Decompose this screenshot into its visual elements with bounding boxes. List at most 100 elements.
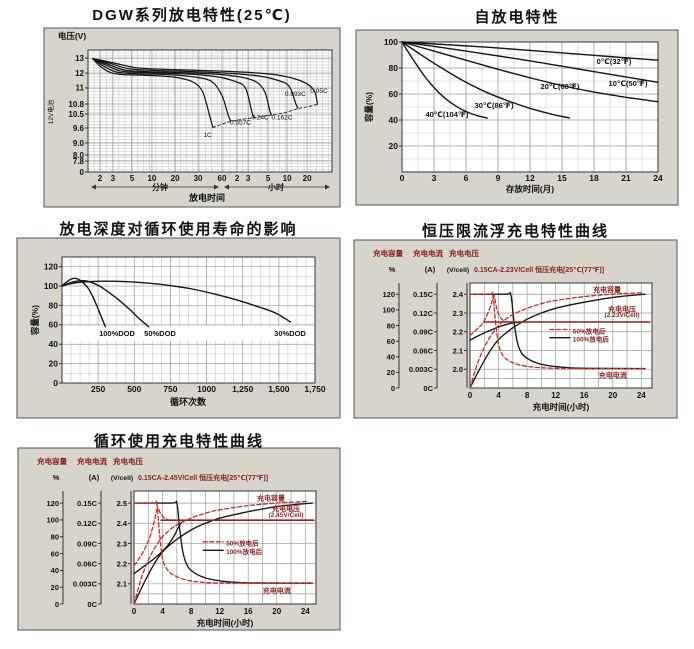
y-tick-label: 40 <box>51 566 59 575</box>
chart-dod-cycle-life: 120 100 80 60 40 20 0 250 500 750 1000 1,250 1,500 1,… <box>16 237 341 419</box>
series-0.557C <box>92 58 232 122</box>
label: 50%放电后 <box>226 539 259 548</box>
x-tick-label: 24 <box>653 173 663 183</box>
y-tick-label: 120 <box>46 499 59 508</box>
label: 容量(%) <box>364 92 374 123</box>
y-tick-label: 0.003C <box>409 365 434 374</box>
y-tick-label: 40 <box>387 353 395 362</box>
y-tick-label: 0C <box>87 600 97 609</box>
label: 0.093C <box>285 91 306 98</box>
label: 循环次数 <box>170 396 207 407</box>
y-tick-label: 8.0 <box>73 151 85 160</box>
y-tick-label: 2.2 <box>117 559 127 568</box>
x-tick-label: 12 <box>215 607 224 616</box>
y-tick-label: 2.4 <box>453 290 464 299</box>
series-充电容量-100%放电后 <box>133 502 314 605</box>
x-tick-label: 2 <box>98 174 103 183</box>
series-30%DOD <box>61 280 292 323</box>
x-tick-label: 8 <box>525 391 530 400</box>
chart-float-charge: 1201008060402000.15C0.12C0.09C0.06C0.003… <box>353 239 678 419</box>
chart-title-dod-cycle-life: 放电深度对循环使用寿命的影响 <box>59 221 298 238</box>
label: 充电电流 <box>413 248 443 258</box>
arrow-left-icon <box>224 184 229 190</box>
y-tick-label: 0.12C <box>77 519 98 528</box>
series-40℃(104℉) <box>401 41 488 119</box>
x-tick-label: 3 <box>111 174 116 183</box>
y-tick-label: 100 <box>382 306 395 315</box>
label: 50%DOD <box>144 329 176 338</box>
label: 充电容量 <box>373 248 403 258</box>
label: 充电时间(小时) <box>533 402 590 412</box>
label: (V/cell) <box>111 475 133 482</box>
y-tick-label: 20 <box>49 358 59 368</box>
x-tick-label: 1,750 <box>304 384 326 394</box>
x-tick-label: 750 <box>163 384 177 394</box>
y-tick-label: 12 <box>75 69 84 78</box>
y-tick-label: 2.5 <box>117 499 127 508</box>
label: (A) <box>89 473 100 482</box>
x-tick-label: 20 <box>272 607 281 616</box>
series-0.093C <box>92 58 299 109</box>
y-tick-label: 80 <box>51 533 59 542</box>
label: 充电电压 <box>113 456 143 466</box>
y-tick-label: 0.09C <box>413 328 434 337</box>
label: 0.15CA-2.45V/Cell 恒压充电[25℃(77℉)] <box>138 473 268 482</box>
x-tick-label: 3 <box>246 174 251 183</box>
y-tick-label: 0 <box>391 384 395 393</box>
label: (2.23V/Cell) <box>605 312 640 319</box>
chart-cycle-charge: 1201008060402000.15C0.12C0.09C0.06C0.003… <box>17 447 341 631</box>
y-tick-label: 60 <box>387 337 395 346</box>
label: 12V电池 <box>46 99 55 124</box>
x-tick-label: 5 <box>130 174 135 183</box>
y-tick-label: 0 <box>55 600 59 609</box>
x-tick-label: 12 <box>525 173 535 183</box>
label: 充电容量 <box>37 456 67 466</box>
y-tick-label: 0 <box>53 378 58 388</box>
label: (A) <box>425 265 436 274</box>
series-充电电流-50%放电后 <box>133 500 314 584</box>
label: 存放时间(月) <box>505 184 554 194</box>
y-tick-label: 60 <box>49 320 59 330</box>
series-0℃(32℉) <box>401 41 659 61</box>
band <box>62 326 314 341</box>
x-tick-label: 16 <box>580 391 589 400</box>
series-充电电流-100%放电后 <box>469 291 646 370</box>
series-充电容量-100%放电后 <box>469 293 646 389</box>
label: 充电电压 <box>449 248 479 258</box>
label: 电压(V) <box>58 31 87 41</box>
series-0.162C <box>92 58 273 116</box>
label: 10℃(50℉) <box>609 79 648 88</box>
x-tick-label: 24 <box>301 607 310 616</box>
y-tick-label: 7.8 <box>73 157 85 166</box>
y-tick-label: 20 <box>51 583 59 592</box>
label: (2.45V/Cell) <box>269 512 304 519</box>
label: % <box>53 473 60 482</box>
series-充电容量-50%放电后 <box>469 292 645 389</box>
x-tick-label: 20 <box>608 391 617 400</box>
x-tick-label: 250 <box>91 384 105 394</box>
y-tick-label: 2.3 <box>453 309 463 318</box>
y-tick-label: 120 <box>44 261 58 271</box>
x-tick-label: 8 <box>189 607 194 616</box>
series-0.05C <box>92 58 319 105</box>
y-tick-label: 20 <box>387 368 395 377</box>
label: % <box>389 265 396 274</box>
series-充电电压-50%放电后 <box>133 507 169 567</box>
x-tick-label: 60 <box>218 174 227 183</box>
y-tick-label: 20 <box>389 141 399 151</box>
y-tick-label: 0.15C <box>413 290 434 299</box>
x-tick-label: 21 <box>621 173 631 183</box>
y-tick-label: 0.003C <box>73 580 98 589</box>
y-tick-label: 80 <box>49 300 59 310</box>
x-tick-label: 3 <box>432 173 437 183</box>
label: 100%放电后 <box>226 547 263 556</box>
label: 充电电流 <box>263 586 291 595</box>
y-tick-label: 100 <box>44 281 58 291</box>
y-tick-label: 80 <box>387 321 395 330</box>
label: 0.15CA-2.23V/Cell 恒压充电[25℃(77℉)] <box>474 265 604 274</box>
y-tick-label: 0C <box>423 384 433 393</box>
chart-title-cycle-charge: 循环使用充电特性曲线 <box>93 433 264 450</box>
series-50%DOD <box>61 279 150 328</box>
x-tick-label: 0 <box>400 173 405 183</box>
